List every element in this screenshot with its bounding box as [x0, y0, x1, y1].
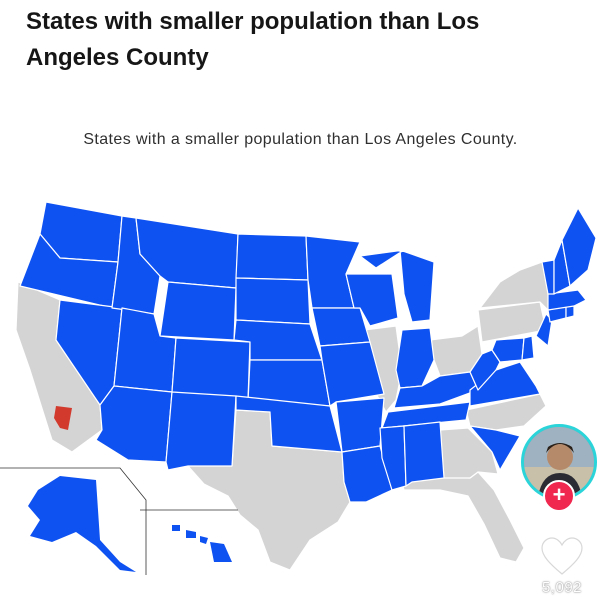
state-maine	[561, 207, 597, 287]
state-iowa	[311, 307, 371, 347]
state-north-dakota	[235, 233, 309, 281]
state-alabama	[403, 421, 445, 487]
like-button[interactable]: 5,092	[534, 536, 594, 600]
us-map	[0, 201, 597, 575]
like-count: 5,092	[541, 579, 583, 596]
state-massachusetts	[547, 289, 587, 311]
state-michigan	[359, 249, 435, 323]
state-florida	[399, 471, 525, 563]
state-delaware	[521, 335, 535, 361]
state-indiana	[395, 327, 435, 389]
state-wyoming	[159, 281, 237, 341]
state-georgia	[439, 427, 499, 479]
heart-icon[interactable]	[540, 536, 584, 576]
state-wisconsin	[345, 273, 399, 327]
state-hawaii	[172, 525, 232, 562]
state-mississippi	[379, 425, 407, 491]
state-tennessee	[381, 401, 471, 429]
creator-avatar-wrap[interactable]: +	[521, 424, 597, 512]
state-arkansas	[335, 397, 385, 453]
state-arizona	[95, 385, 173, 463]
follow-button[interactable]: +	[543, 480, 575, 512]
state-rhode-island	[565, 305, 575, 319]
state-south-dakota	[235, 277, 311, 325]
alaska-inset-border	[0, 467, 147, 575]
state-new-mexico	[165, 391, 237, 471]
la-county-highlight	[54, 406, 72, 430]
state-louisiana	[341, 445, 393, 503]
state-south-carolina	[469, 425, 521, 471]
state-alaska	[28, 476, 136, 572]
state-maryland	[491, 337, 525, 363]
post-title: States with smaller population than Los …	[26, 8, 480, 71]
state-colorado	[171, 337, 251, 401]
map-caption: States with a smaller population than Lo…	[83, 131, 518, 148]
